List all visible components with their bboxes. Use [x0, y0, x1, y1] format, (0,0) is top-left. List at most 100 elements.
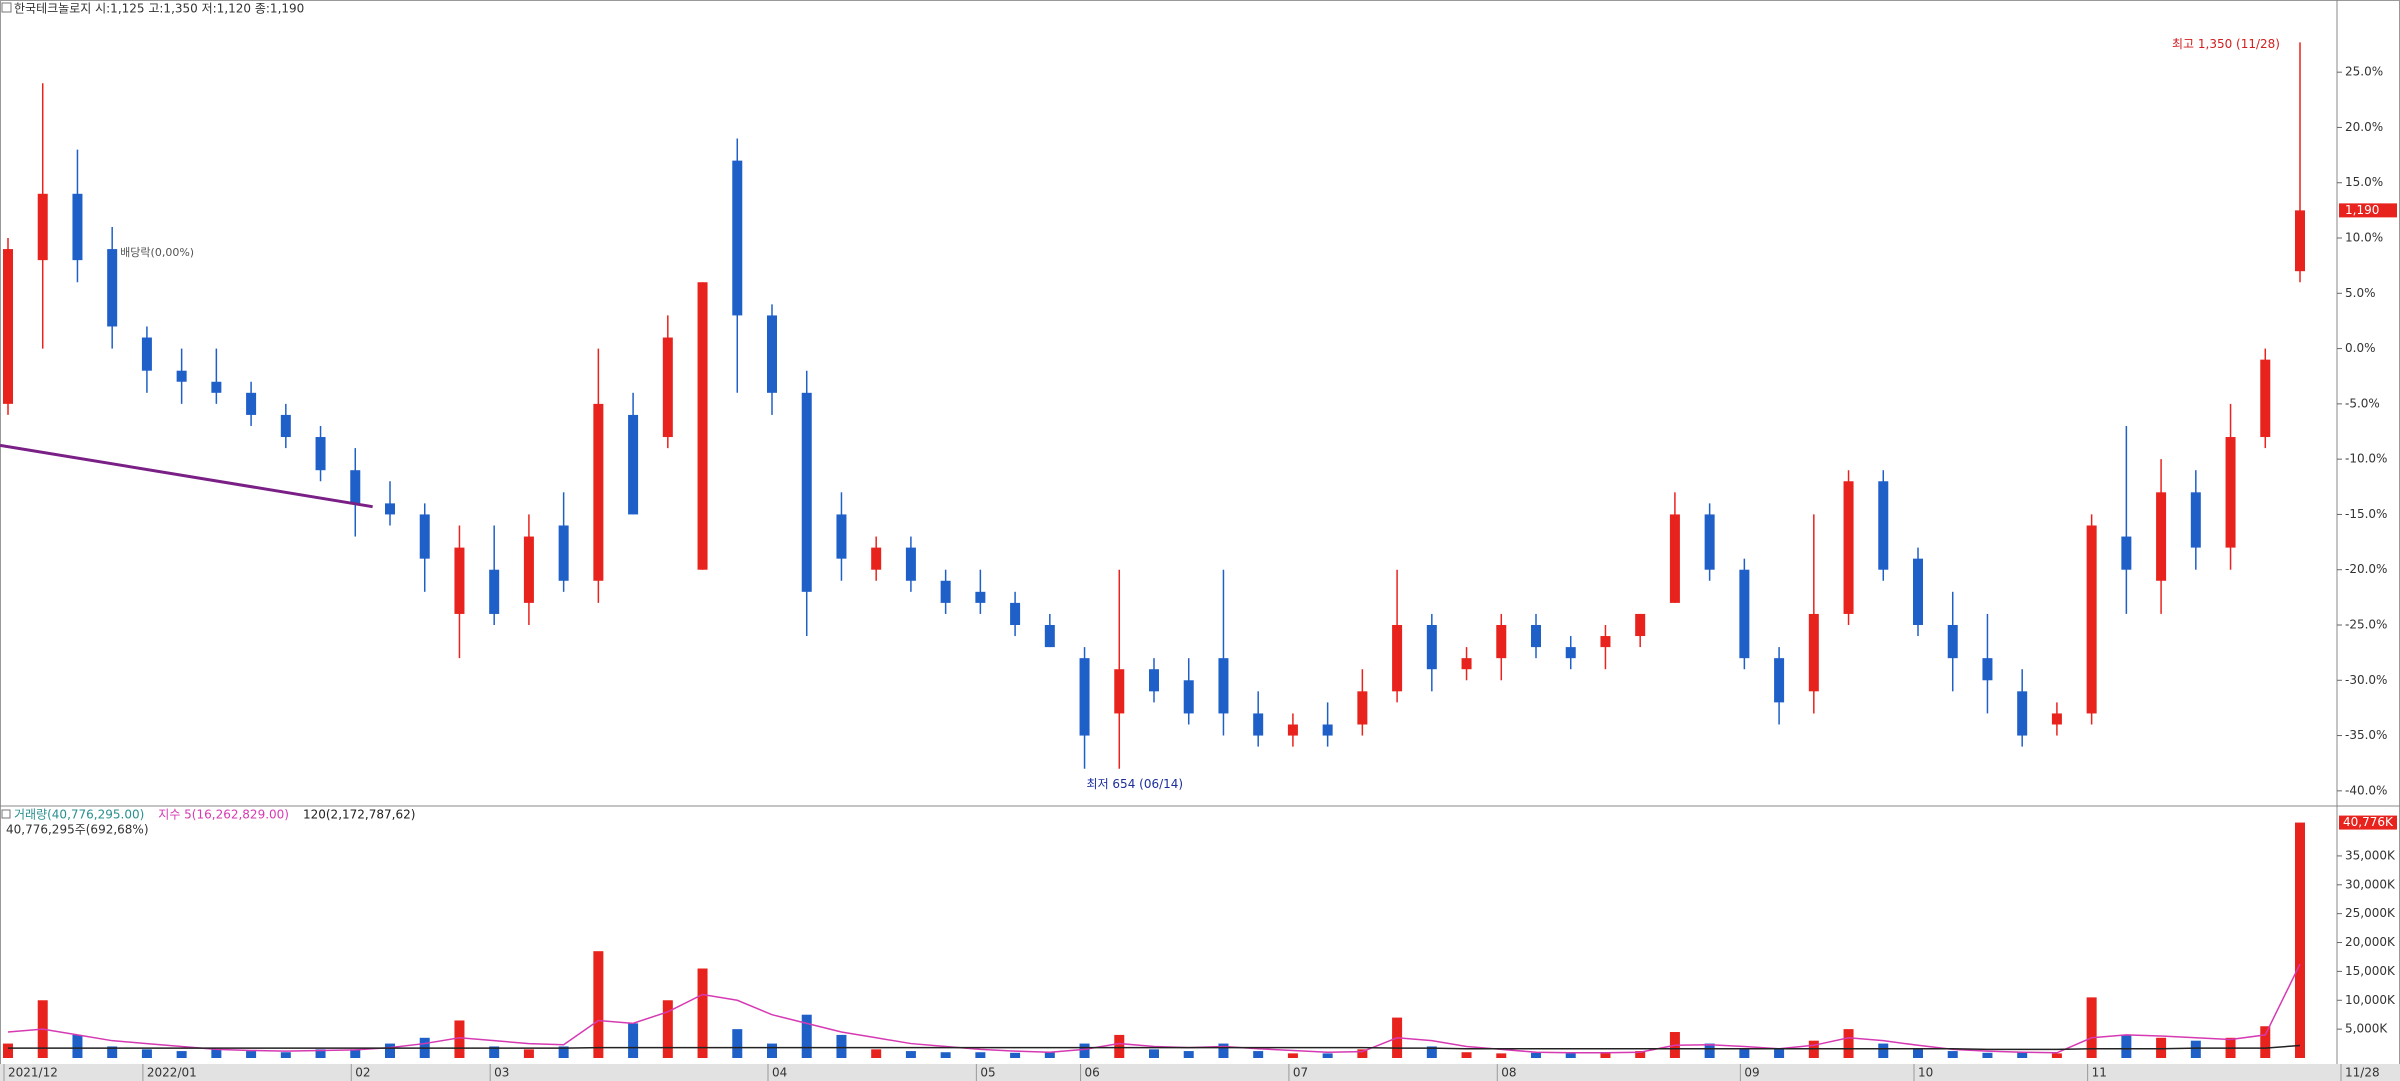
- volume-bar: [1496, 1053, 1507, 1058]
- y-tick-label: 20.0%: [2345, 120, 2383, 134]
- x-tick-label: 2021/12: [8, 1066, 58, 1080]
- y-tick-label: -25.0%: [2345, 617, 2387, 631]
- x-tick-label: 2022/01: [147, 1066, 197, 1080]
- x-tick-label: 11: [2092, 1066, 2107, 1080]
- candle-body: [1982, 658, 1993, 681]
- candle-body: [1114, 669, 1125, 714]
- candle-body: [280, 414, 291, 438]
- candle-body: [2190, 492, 2201, 548]
- y-tick-label: -20.0%: [2345, 562, 2387, 576]
- candle-body: [905, 547, 916, 581]
- y-tick-label: 25,000K: [2345, 906, 2396, 920]
- y-tick-label: 20,000K: [2345, 935, 2396, 949]
- candle-body: [1669, 514, 1680, 603]
- candle-body: [1704, 514, 1715, 570]
- last-volume-label: 40,776K: [2343, 815, 2394, 829]
- volume-bar: [350, 1049, 361, 1058]
- volume-bar: [1183, 1051, 1194, 1058]
- candle-body: [2121, 536, 2132, 570]
- ma-line: [8, 1044, 2301, 1051]
- volume-bar: [1947, 1051, 1958, 1058]
- volume-bar: [2156, 1037, 2167, 1058]
- candle-body: [767, 315, 777, 393]
- volume-bar: [523, 1049, 534, 1058]
- candle-body: [419, 514, 430, 559]
- x-tick-label: 08: [1501, 1066, 1516, 1080]
- volume-bar: [1357, 1049, 1368, 1058]
- volume-bar: [697, 968, 708, 1058]
- volume-bar: [454, 1020, 465, 1058]
- volume-bar: [176, 1051, 187, 1058]
- candle-body: [1218, 658, 1229, 714]
- volume-bar: [1774, 1049, 1785, 1058]
- y-tick-label: 10.0%: [2345, 231, 2383, 245]
- volume-bar: [385, 1043, 395, 1058]
- y-tick-label: 15.0%: [2345, 175, 2383, 189]
- volume-bar: [1322, 1053, 1333, 1058]
- x-tick-label: 10: [1918, 1066, 1933, 1080]
- volume-bar: [2051, 1053, 2062, 1058]
- candle-body: [1947, 624, 1958, 659]
- candle-body: [697, 282, 708, 570]
- candle-body: [350, 470, 361, 504]
- candle-body: [246, 392, 257, 415]
- y-tick-label: 10,000K: [2345, 993, 2396, 1007]
- y-tick-label: -40.0%: [2345, 783, 2387, 797]
- volume-bar: [1635, 1051, 1646, 1058]
- volume-bar: [1843, 1029, 1854, 1058]
- candle-body: [315, 437, 326, 471]
- last-volume-box: [2339, 815, 2397, 830]
- x-tick-label: 07: [1293, 1066, 1308, 1080]
- candle-body: [1808, 613, 1819, 692]
- candle-body: [1531, 624, 1541, 648]
- volume-bar: [1079, 1043, 1090, 1058]
- volume-bar: [1287, 1053, 1298, 1058]
- volume-bar: [1044, 1052, 1055, 1058]
- volume-bar: [628, 1023, 639, 1058]
- volume-bar: [1565, 1053, 1576, 1058]
- panel-icon: [1, 809, 11, 819]
- volume-bar: [1531, 1052, 1541, 1058]
- legend-entry: 거래량(40,776,295.00): [14, 808, 144, 822]
- low-label: 최저 654 (06/14): [1087, 777, 1184, 791]
- candle-body: [1044, 624, 1055, 648]
- volume-bar: [2121, 1034, 2132, 1058]
- volume-bar: [2190, 1040, 2201, 1058]
- candle-body: [1739, 569, 1750, 659]
- y-tick-label: 25.0%: [2345, 65, 2383, 79]
- volume-bar: [1878, 1043, 1889, 1058]
- volume-bar: [2295, 822, 2305, 1058]
- candle-body: [2051, 713, 2062, 725]
- candle-body: [141, 337, 152, 371]
- candle-body: [1913, 558, 1923, 625]
- y-tick-label: 30,000K: [2345, 877, 2396, 891]
- y-tick-label: 15,000K: [2345, 964, 2396, 978]
- last-price-box: [2339, 203, 2397, 218]
- candle-body: [107, 249, 118, 327]
- volume-bar: [1149, 1049, 1159, 1058]
- candle-body: [1149, 669, 1159, 692]
- volume-bar: [72, 1034, 83, 1058]
- x-tick-label: 05: [980, 1066, 995, 1080]
- x-axis-strip: [0, 1064, 2400, 1081]
- candle-body: [628, 414, 639, 515]
- trendline: [0, 443, 373, 509]
- candle-body: [1426, 624, 1437, 670]
- volume-bar: [662, 1000, 673, 1058]
- candle-body: [662, 337, 673, 438]
- legend-entry: 지수 5(16,262,829.00): [158, 808, 289, 822]
- candle-body: [1843, 481, 1854, 614]
- volume-bar: [871, 1049, 882, 1058]
- candle-body: [385, 503, 395, 515]
- high-label: 최고 1,350 (11/28): [2172, 37, 2280, 51]
- candle-body: [593, 403, 604, 581]
- y-tick-label: 5,000K: [2345, 1022, 2388, 1036]
- volume-bar: [1913, 1049, 1923, 1058]
- candle-body: [2017, 691, 2028, 736]
- legend-entry: 120(2,172,787,62): [303, 808, 415, 822]
- y-tick-label: 35,000K: [2345, 848, 2396, 862]
- candle-body: [72, 193, 83, 261]
- volume-bar: [2086, 997, 2097, 1058]
